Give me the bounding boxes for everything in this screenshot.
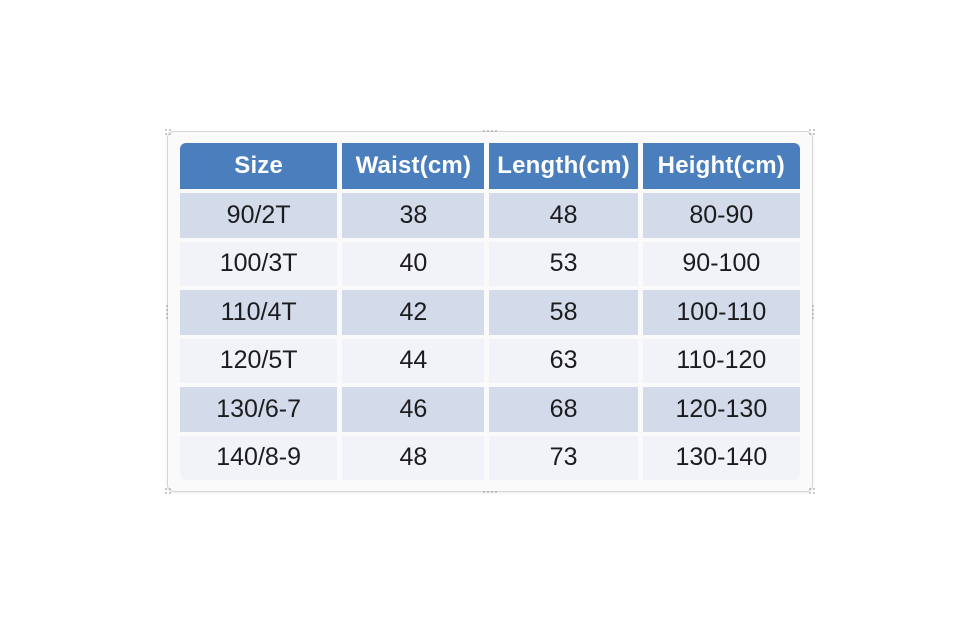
column-header: Waist(cm)	[342, 143, 485, 189]
grip-dot	[809, 488, 811, 490]
grip-handle-top-icon	[483, 130, 497, 132]
column-header: Length(cm)	[489, 143, 638, 189]
grip-dot	[166, 312, 168, 315]
grip-dot	[813, 488, 815, 490]
table-row: 90/2T 38 48 80-90	[180, 193, 800, 238]
column-header: Size	[180, 143, 338, 189]
size-chart-card: Size Waist(cm) Length(cm) Height(cm) 90/2T 3…	[165, 129, 815, 494]
grip-dot	[812, 312, 814, 315]
grip-handle-top-left-icon	[165, 129, 171, 135]
grip-dot	[169, 488, 171, 490]
grip-dot	[483, 130, 485, 132]
table-cell: 73	[489, 435, 638, 480]
table-cell: 42	[342, 290, 485, 335]
grip-dot	[491, 130, 493, 132]
table-cell: 100-110	[642, 290, 800, 335]
grip-handle-top-right-icon	[809, 129, 815, 135]
table-cell: 80-90	[642, 193, 800, 238]
table-cell: 46	[342, 387, 485, 432]
header-row: Size Waist(cm) Length(cm) Height(cm)	[180, 143, 800, 189]
table-cell: 48	[489, 193, 638, 238]
grip-handle-left-icon	[166, 304, 168, 319]
grip-dot	[809, 492, 811, 494]
table-row: 140/8-9 48 73 130-140	[180, 435, 800, 480]
size-table-header: Size Waist(cm) Length(cm) Height(cm)	[180, 143, 800, 189]
grip-dot	[166, 316, 168, 319]
table-cell: 53	[489, 241, 638, 286]
grip-handle-bottom-left-icon	[165, 488, 171, 494]
table-cell: 130-140	[642, 435, 800, 480]
table-cell: 58	[489, 290, 638, 335]
table-cell: 68	[489, 387, 638, 432]
table-cell: 40	[342, 241, 485, 286]
grip-dot	[165, 129, 167, 131]
table-row: 130/6-7 46 68 120-130	[180, 387, 800, 432]
table-cell: 44	[342, 338, 485, 383]
grip-dot	[166, 304, 168, 307]
table-row: 120/5T 44 63 110-120	[180, 338, 800, 383]
table-cell: 63	[489, 338, 638, 383]
column-header: Height(cm)	[642, 143, 800, 189]
grip-dot	[809, 133, 811, 135]
grip-dot	[812, 308, 814, 311]
table-cell: 90-100	[642, 241, 800, 286]
table-cell: 90/2T	[180, 193, 338, 238]
grip-dot	[813, 492, 815, 494]
grip-dot	[169, 133, 171, 135]
table-cell: 48	[342, 435, 485, 480]
table-cell: 140/8-9	[180, 435, 338, 480]
grip-dot	[165, 492, 167, 494]
grip-dot	[169, 129, 171, 131]
table-cell: 120/5T	[180, 338, 338, 383]
grip-dot	[165, 133, 167, 135]
grip-dot	[812, 304, 814, 307]
grip-dot	[813, 133, 815, 135]
grip-dot	[165, 488, 167, 490]
table-row: 110/4T 42 58 100-110	[180, 290, 800, 335]
grip-handle-bottom-right-icon	[809, 488, 815, 494]
grip-dot	[169, 492, 171, 494]
grip-dot	[813, 129, 815, 131]
table-cell: 38	[342, 193, 485, 238]
table-cell: 110-120	[642, 338, 800, 383]
grip-dot	[495, 130, 497, 132]
size-table-body: 90/2T 38 48 80-90 100/3T 40 53 90-100 110/4T 42 58…	[180, 193, 800, 480]
grip-handle-bottom-icon	[483, 491, 497, 493]
table-cell: 100/3T	[180, 241, 338, 286]
grip-dot	[812, 316, 814, 319]
grip-dot	[483, 491, 485, 493]
size-chart-table: Size Waist(cm) Length(cm) Height(cm) 90/2T 3…	[175, 139, 805, 484]
table-cell: 130/6-7	[180, 387, 338, 432]
grip-dot	[495, 491, 497, 493]
table-row: 100/3T 40 53 90-100	[180, 241, 800, 286]
grip-dot	[166, 308, 168, 311]
grip-dot	[487, 491, 489, 493]
table-cell: 120-130	[642, 387, 800, 432]
table-cell: 110/4T	[180, 290, 338, 335]
grip-dot	[809, 129, 811, 131]
grip-handle-right-icon	[812, 304, 814, 319]
grip-dot	[487, 130, 489, 132]
grip-dot	[491, 491, 493, 493]
